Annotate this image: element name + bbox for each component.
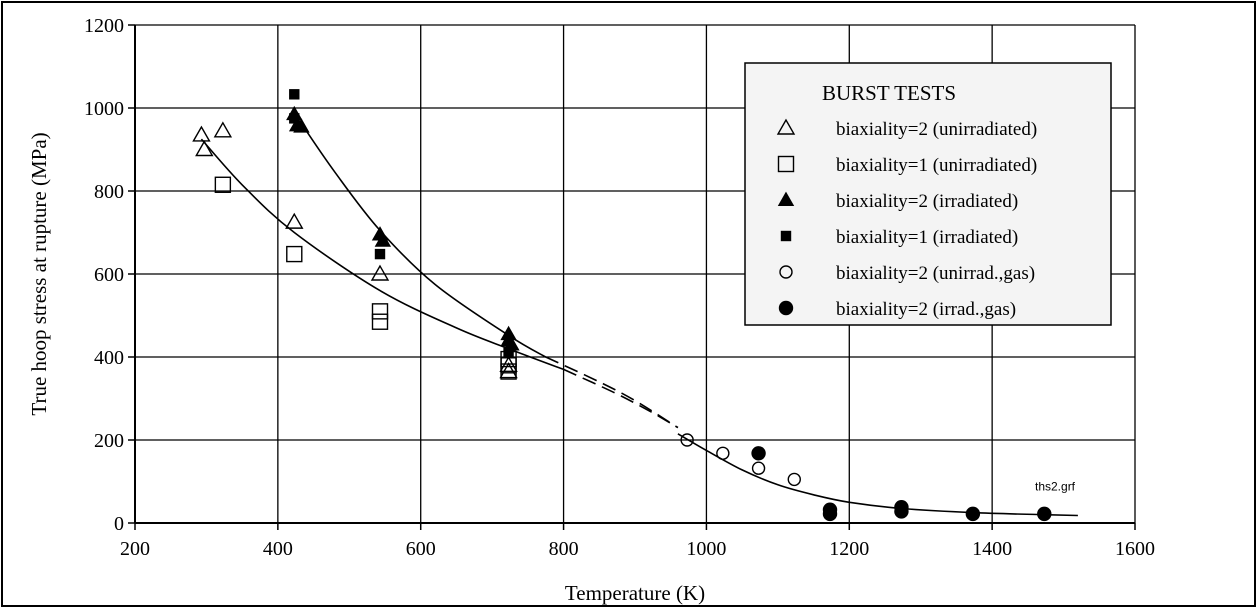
legend-marker-6 xyxy=(778,300,794,316)
legend-label-3: biaxiality=2 (irradiated) xyxy=(836,191,1018,212)
legend-marker-3 xyxy=(777,191,795,206)
x-tick-label-1400: 1400 xyxy=(972,538,1012,560)
fit-curve-3 xyxy=(545,356,679,429)
legend-label-6: biaxiality=2 (irrad.,gas) xyxy=(836,299,1016,320)
point-s2-3 xyxy=(371,303,389,320)
point-s4-2 xyxy=(289,113,300,124)
x-tick-label-200: 200 xyxy=(120,538,150,560)
point-s6-1 xyxy=(751,446,766,461)
point-s2-2 xyxy=(286,245,303,263)
point-s6-6 xyxy=(965,506,981,522)
point-s1-3 xyxy=(213,121,233,138)
point-s4-4 xyxy=(503,347,514,359)
legend-marker-5 xyxy=(779,265,793,279)
point-s1-1 xyxy=(192,125,211,142)
point-s2-7 xyxy=(500,363,517,380)
fit-curve-4 xyxy=(563,368,679,429)
x-tick-label-1000: 1000 xyxy=(686,538,726,560)
x-tick-label-600: 600 xyxy=(406,538,436,560)
point-s5-3 xyxy=(751,461,766,475)
point-s6-5 xyxy=(894,504,909,519)
point-s6-7 xyxy=(1037,506,1052,522)
legend-label-1: biaxiality=2 (unirradiated) xyxy=(836,119,1037,140)
legend-marker-4 xyxy=(780,230,792,242)
file-annotation: ths2.grf xyxy=(1035,480,1076,494)
marker-layer xyxy=(192,89,1052,522)
point-s3-5 xyxy=(374,232,392,247)
y-tick-label-600: 600 xyxy=(94,264,124,286)
y-tick-label-1000: 1000 xyxy=(84,98,124,120)
point-s6-3 xyxy=(822,506,838,522)
point-s4-3 xyxy=(374,248,386,260)
legend-label-4: biaxiality=1 (irradiated) xyxy=(836,227,1018,248)
x-tick-label-800: 800 xyxy=(549,538,579,560)
y-axis-title: True hoop stress at rupture (MPa) xyxy=(27,132,51,415)
legend-title: BURST TESTS xyxy=(822,81,956,105)
point-s1-2 xyxy=(195,140,214,157)
x-tick-label-1600: 1600 xyxy=(1115,538,1155,560)
point-s2-1 xyxy=(214,176,232,193)
y-tick-label-0: 0 xyxy=(114,513,124,535)
legend-label-5: biaxiality=2 (unirrad.,gas) xyxy=(836,263,1035,284)
point-s2-4 xyxy=(371,313,389,330)
point-s5-4 xyxy=(787,472,801,487)
fit-curve-5 xyxy=(677,433,1078,517)
x-tick-label-400: 400 xyxy=(263,538,293,560)
legend-label-2: biaxiality=1 (unirradiated) xyxy=(836,155,1037,176)
point-s5-1 xyxy=(680,433,694,447)
y-tick-label-200: 200 xyxy=(94,430,124,452)
legend-items: biaxiality=2 (unirradiated) biaxiality=1 … xyxy=(776,118,1037,320)
y-tick-label-800: 800 xyxy=(94,181,124,203)
x-tick-label-1200: 1200 xyxy=(829,538,869,560)
axis-layer: 0 200 400 600 800 1000 1200 200 400 600 800 1000 120… xyxy=(84,15,1155,560)
y-tick-label-1200: 1200 xyxy=(84,15,124,37)
x-axis-title: Temperature (K) xyxy=(565,581,705,605)
legend-box xyxy=(744,62,1112,326)
point-s1-5 xyxy=(370,264,390,281)
point-s4-1 xyxy=(289,89,300,100)
point-s1-7 xyxy=(499,362,518,379)
legend: BURST TESTS biaxiality=2 (unirradiated)b… xyxy=(744,62,1112,326)
y-tick-label-400: 400 xyxy=(94,347,124,369)
point-s3-3 xyxy=(293,118,310,133)
point-s1-4 xyxy=(285,212,304,229)
legend-marker-1 xyxy=(776,118,796,135)
legend-marker-2 xyxy=(777,155,795,173)
point-s5-2 xyxy=(716,446,730,460)
